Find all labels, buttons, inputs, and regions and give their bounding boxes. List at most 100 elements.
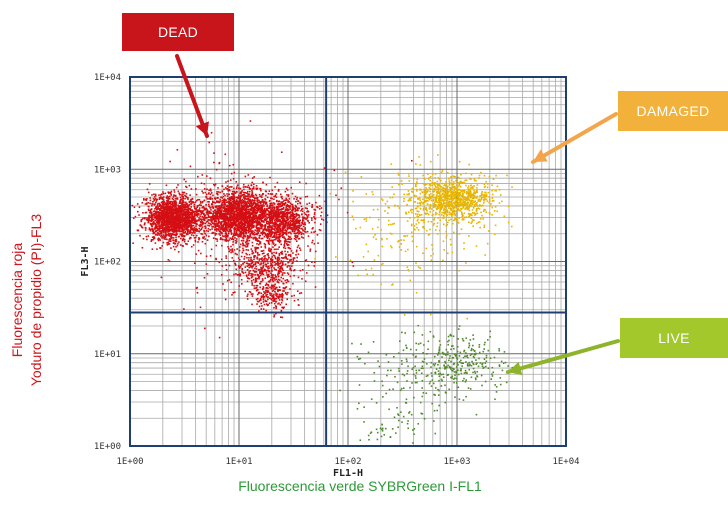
data-point: [172, 211, 174, 213]
data-point: [209, 211, 212, 213]
data-point: [190, 245, 193, 248]
data-point: [267, 254, 270, 257]
data-point: [229, 223, 232, 226]
data-point: [298, 207, 300, 210]
data-point: [286, 240, 288, 243]
data-point: [245, 241, 247, 243]
data-point: [281, 221, 284, 224]
data-point: [252, 187, 255, 190]
data-point: [310, 217, 313, 219]
data-point: [212, 210, 215, 213]
data-point: [170, 221, 172, 224]
data-point: [151, 204, 153, 207]
data-point: [292, 219, 294, 221]
data-point: [266, 204, 269, 207]
data-point: [285, 215, 287, 218]
data-point: [285, 253, 287, 256]
data-point: [282, 233, 284, 236]
data-point: [275, 228, 278, 231]
data-point: [269, 176, 271, 179]
data-point: [252, 203, 255, 206]
data-point: [281, 202, 283, 205]
data-point: [179, 237, 182, 240]
data-point: [153, 196, 156, 198]
data-point: [232, 243, 234, 246]
data-point: [181, 195, 183, 197]
data-point: [169, 235, 172, 238]
data-point: [243, 191, 245, 194]
data-point: [285, 197, 288, 200]
data-point: [216, 223, 219, 225]
data-point: [196, 205, 199, 207]
data-point: [284, 208, 287, 211]
data-point: [214, 198, 217, 200]
data-point: [171, 229, 174, 232]
data-point: [160, 217, 163, 219]
data-point: [301, 227, 303, 230]
data-point: [184, 208, 187, 211]
data-point: [242, 225, 244, 228]
data-point: [230, 214, 232, 217]
data-point: [225, 268, 228, 271]
data-point: [187, 240, 190, 243]
data-point: [186, 209, 189, 211]
data-point: [255, 207, 258, 210]
data-point: [148, 228, 151, 231]
data-point: [250, 276, 253, 279]
data-point: [147, 201, 150, 204]
data-point: [143, 199, 145, 201]
data-point: [271, 252, 273, 255]
data-point: [179, 217, 182, 220]
data-point: [287, 201, 289, 203]
data-point: [263, 219, 266, 221]
data-point: [227, 226, 230, 229]
data-point: [162, 227, 165, 229]
data-point: [197, 209, 199, 212]
data-point: [288, 220, 291, 223]
data-point: [252, 233, 254, 236]
data-point: [166, 229, 169, 232]
data-point: [313, 242, 316, 245]
data-point: [192, 229, 195, 231]
data-point: [283, 213, 286, 216]
data-point: [306, 203, 308, 205]
data-point: [141, 226, 144, 229]
data-point: [313, 208, 316, 211]
data-point: [277, 234, 280, 236]
data-point: [159, 227, 162, 230]
data-point: [180, 227, 183, 229]
data-point: [199, 229, 201, 231]
data-point: [221, 199, 224, 202]
data-point: [294, 209, 297, 211]
data-point: [291, 192, 294, 195]
data-point: [277, 275, 280, 278]
data-point: [251, 192, 254, 194]
data-point: [252, 194, 255, 197]
data-point: [301, 213, 303, 215]
data-point: [201, 233, 204, 235]
data-point: [248, 208, 250, 210]
data-point: [235, 220, 238, 223]
data-point: [205, 221, 208, 223]
data-point: [237, 235, 239, 238]
data-point: [218, 207, 220, 209]
data-point: [239, 246, 241, 248]
data-point: [165, 224, 167, 226]
data-point: [212, 201, 214, 204]
data-point: [295, 215, 298, 217]
data-point: [286, 209, 289, 212]
data-point: [155, 233, 157, 236]
data-point: [246, 238, 248, 240]
data-point: [225, 227, 227, 230]
data-point: [262, 220, 265, 223]
data-point: [304, 213, 307, 216]
data-point: [192, 234, 195, 237]
data-point: [278, 220, 281, 223]
data-point: [205, 207, 207, 210]
data-point: [244, 208, 247, 211]
data-point: [297, 228, 300, 231]
data-point: [285, 204, 288, 207]
data-point: [277, 240, 279, 242]
data-point: [171, 201, 174, 204]
data-point: [187, 198, 189, 201]
